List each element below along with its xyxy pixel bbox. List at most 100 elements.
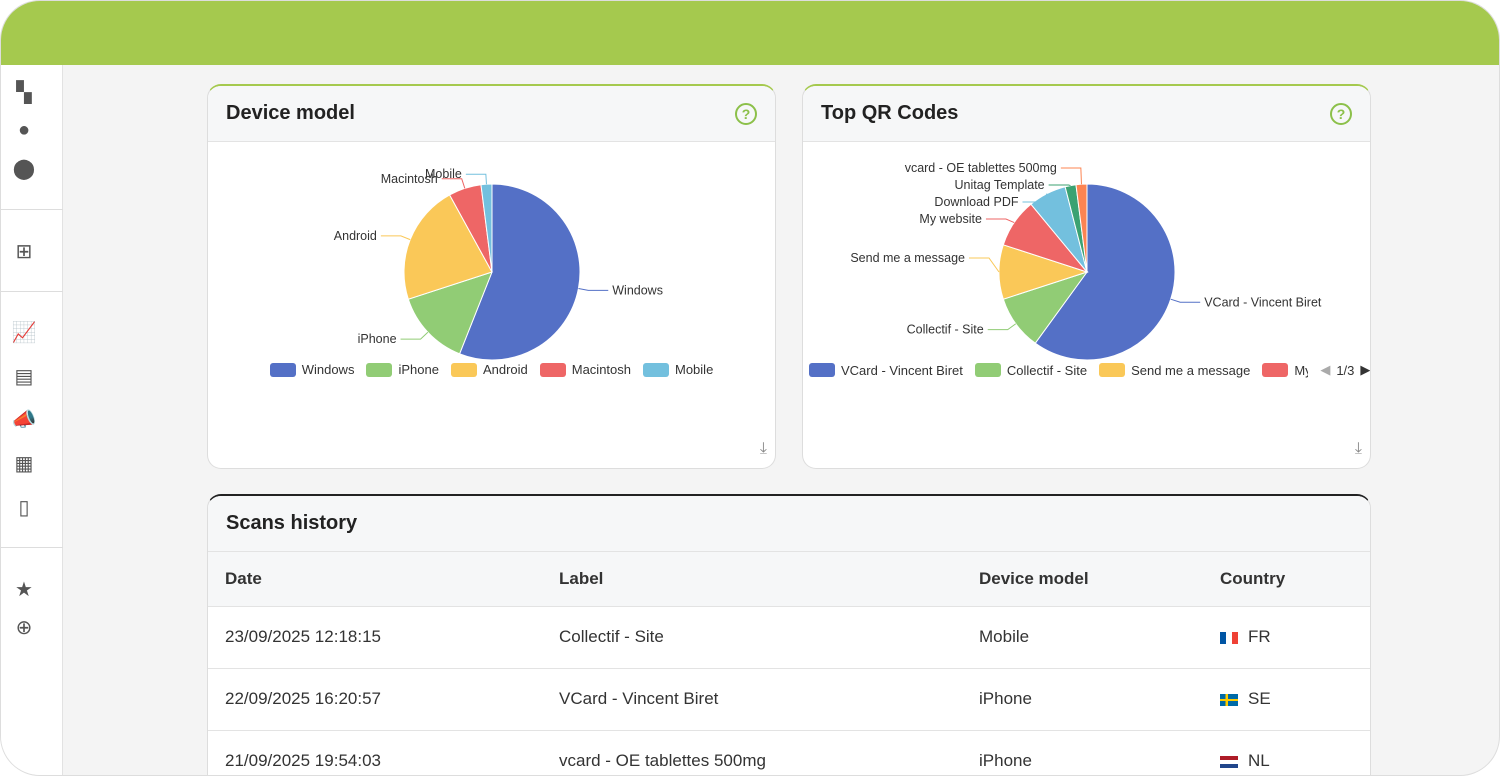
column-header-country[interactable]: Country (1203, 552, 1370, 607)
slice-label: Download PDF (934, 195, 1018, 209)
legend-item[interactable]: VCard - Vincent Biret (809, 362, 963, 378)
legend-label: Android (482, 362, 528, 377)
label-cell: vcard - OE tablettes 500mg (542, 730, 962, 775)
pie-slice-2[interactable] (403, 194, 493, 300)
legend-swatch (809, 363, 835, 377)
device-cell: Mobile (962, 606, 1203, 669)
top-bar (1, 1, 1499, 65)
table-row: 22/09/2025 16:20:57 VCard - Vincent Biret… (208, 668, 1370, 731)
legend-pager: ◀ 1/3 ▶ (1320, 362, 1370, 378)
legend-swatch (539, 362, 566, 377)
scans-history-card: Scans history Date Label Device model Co… (207, 494, 1371, 775)
legend-label: Macintosh (571, 362, 631, 377)
add-icon[interactable]: ⊕ (15, 616, 33, 639)
pie-slice-4[interactable] (480, 183, 493, 273)
device-model-card: Device model? Windows iPhone Android Macint… (207, 84, 776, 469)
qr-code-icon[interactable]: ▦ (14, 452, 34, 475)
label-line (400, 331, 429, 340)
legend-item[interactable]: Macintosh (539, 362, 631, 377)
legend-item[interactable]: Android (450, 362, 528, 377)
sidebar: ▚ ● ⬤ ⊞ 📈 ▤ 📣 ▦ ▯ ★ ⊕ (1, 65, 63, 775)
download-icon[interactable]: ⤓ (1354, 440, 1362, 457)
table-row: 21/09/2025 19:54:03 vcard - OE tablettes … (208, 730, 1370, 775)
label-cell: VCard - Vincent Biret (542, 668, 962, 731)
device-cell: iPhone (962, 730, 1203, 775)
slice-label: Collectif - Site (907, 323, 984, 337)
legend-item[interactable]: My (1262, 362, 1308, 378)
flag-se-icon (1220, 693, 1238, 706)
slice-label: VCard - Vincent Biret (1204, 295, 1322, 309)
apps-icon[interactable]: ⊞ (15, 240, 33, 263)
slice-label: vcard - OE tablettes 500mg (905, 161, 1057, 175)
legend-label: Collectif - Site (1006, 362, 1088, 378)
divider (1, 547, 63, 548)
legend-swatch (269, 362, 296, 377)
label-line (969, 257, 1000, 273)
label-line (1060, 167, 1082, 185)
dashboard-icon[interactable]: ▚ (16, 81, 32, 104)
legend-next-icon[interactable]: ▶ (1360, 362, 1371, 377)
user-icon[interactable]: ● (17, 118, 31, 141)
slice-label: Macintosh (381, 172, 438, 186)
label-line (380, 235, 411, 241)
label-line (987, 323, 1017, 331)
star-icon[interactable]: ★ (15, 578, 33, 601)
qr-pie-chart: VCard - Vincent Biret Collectif - Site Sen… (850, 161, 1322, 361)
legend-label: VCard - Vincent Biret (841, 362, 963, 378)
scans-table: Date Label Device model Country 23/09/20… (208, 552, 1370, 775)
country-code: FR (1248, 627, 1271, 646)
country-code: NL (1248, 751, 1270, 770)
help-icon[interactable]: ? (1330, 102, 1352, 125)
card-title: Device model (226, 102, 355, 124)
legend-item[interactable]: Send me a message (1099, 362, 1250, 378)
legend-label: My (1294, 362, 1308, 378)
label-cell: Collectif - Site (542, 606, 962, 669)
campaign-icon[interactable]: 📣 (11, 408, 37, 431)
legend-item[interactable]: Collectif - Site (974, 362, 1088, 378)
slice-label: iPhone (358, 332, 397, 346)
legend-swatch (450, 362, 477, 377)
divider (1, 291, 63, 292)
label-line (1022, 193, 1048, 203)
country-cell: SE (1203, 668, 1370, 731)
legend-label: Mobile (675, 362, 714, 377)
flag-nl-icon (1220, 755, 1238, 768)
flag-fr-icon (1220, 631, 1238, 644)
table-row: 23/09/2025 12:18:15 Collectif - Site Mobil… (208, 606, 1370, 669)
legend-item[interactable]: iPhone (366, 362, 439, 377)
label-line (1048, 184, 1071, 187)
legend-label: Send me a message (1131, 362, 1251, 378)
analytics-icon[interactable]: 📈 (11, 321, 37, 344)
contact-card-icon[interactable]: ▯ (18, 496, 30, 519)
legend-prev-icon[interactable]: ◀ (1320, 362, 1331, 377)
slice-label: My website (919, 212, 982, 226)
legend-item[interactable]: Mobile (643, 362, 713, 377)
qr-documents-icon[interactable]: ▤ (14, 365, 34, 388)
legend-item[interactable]: Windows (269, 362, 355, 377)
divider (1, 209, 63, 210)
pie-slice-6[interactable] (1075, 183, 1088, 273)
legend-swatch (1099, 363, 1126, 377)
label-line (1170, 298, 1201, 303)
legend-swatch (366, 362, 393, 377)
legend-page: 1/3 (1336, 362, 1355, 378)
column-header-device[interactable]: Device model (962, 552, 1203, 607)
pie-slice-0[interactable] (1034, 183, 1176, 361)
legend-label: iPhone (398, 362, 439, 377)
legend-swatch (1262, 363, 1289, 377)
slice-label: Send me a message (850, 251, 965, 265)
chart-legend: VCard - Vincent Biret Collectif - Site Sen… (809, 362, 1370, 378)
device-cell: iPhone (962, 668, 1203, 731)
column-header-label[interactable]: Label (542, 552, 962, 607)
download-icon[interactable]: ⤓ (759, 440, 767, 457)
group-icon[interactable]: ⬤ (12, 157, 36, 180)
card-title: Top QR Codes (821, 102, 959, 124)
column-header-date[interactable]: Date (208, 552, 542, 607)
slice-label: Windows (612, 283, 663, 297)
legend-label: Windows (301, 362, 355, 377)
legend-swatch (643, 362, 669, 377)
date-cell: 23/09/2025 12:18:15 (208, 606, 542, 669)
help-icon[interactable]: ? (735, 102, 757, 125)
